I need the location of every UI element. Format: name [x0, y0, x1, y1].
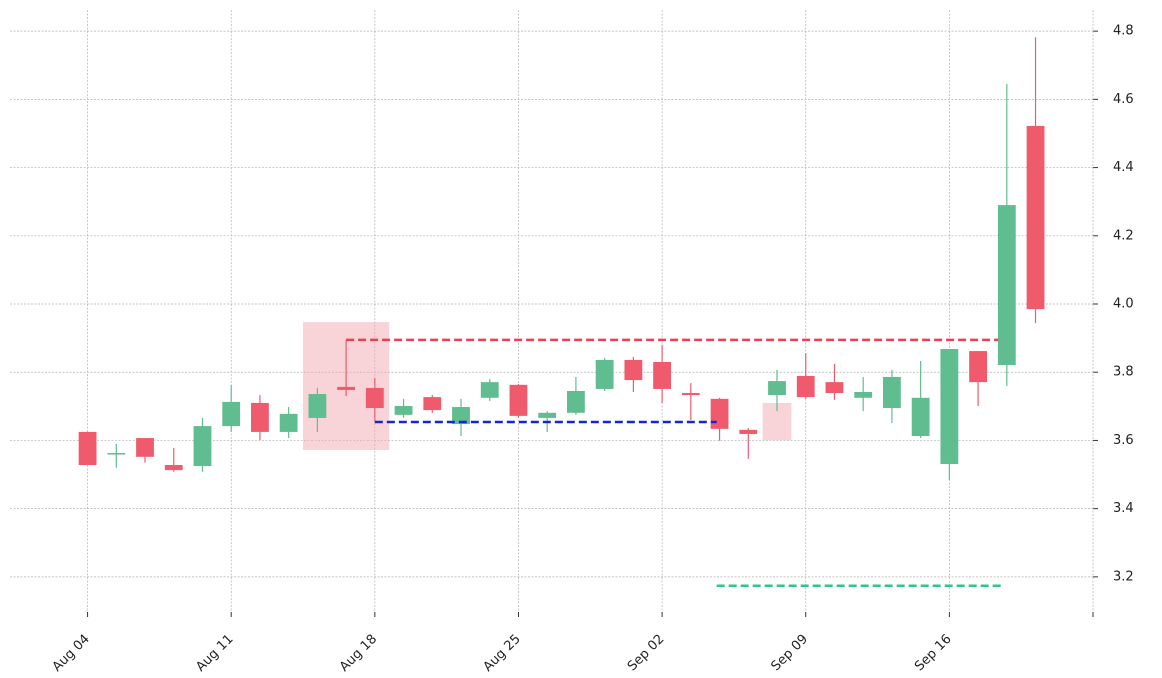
candle	[1026, 37, 1045, 324]
candle-body	[78, 431, 97, 465]
candle	[595, 357, 614, 391]
candle-body	[480, 382, 499, 398]
candle	[222, 384, 241, 432]
candle	[365, 378, 384, 422]
candle	[308, 387, 327, 432]
candle	[394, 398, 413, 418]
candle	[480, 379, 499, 401]
candle	[251, 395, 269, 441]
candle-body	[279, 413, 298, 432]
candle-body	[107, 453, 126, 455]
candle-body	[854, 392, 873, 398]
y-tick-label: 4.6	[1113, 92, 1134, 107]
candle-body	[222, 401, 241, 427]
candle-body	[624, 359, 643, 381]
candle	[997, 84, 1016, 386]
candle	[854, 376, 873, 412]
candle-body	[796, 375, 815, 398]
candle	[452, 398, 470, 437]
candle-body	[883, 376, 901, 409]
y-tick-label: 4.8	[1113, 24, 1134, 39]
candle-body	[595, 359, 614, 389]
candle-body	[825, 382, 844, 394]
x-tick-label: Aug 25	[481, 632, 524, 675]
candle-body	[969, 351, 987, 383]
candle-body	[768, 381, 786, 396]
candle-body	[567, 390, 585, 413]
candle	[653, 344, 672, 403]
y-tick-label: 3.4	[1113, 501, 1134, 516]
candle-body	[394, 405, 413, 415]
candle-body	[452, 407, 470, 425]
candle	[136, 438, 154, 463]
y-tick-label: 4.0	[1113, 297, 1134, 312]
candle	[911, 360, 930, 439]
candle-body	[509, 384, 528, 416]
x-tick-label: Aug 11	[193, 632, 236, 675]
candle-body	[365, 387, 384, 409]
candle-body	[710, 398, 729, 429]
candle-body	[164, 464, 183, 471]
candle-body	[1026, 125, 1045, 310]
candle	[825, 364, 844, 400]
x-tick-label: Sep 16	[912, 632, 955, 675]
y-tick-label: 3.2	[1113, 569, 1134, 584]
candle-body	[940, 349, 959, 464]
y-tick-label: 4.4	[1113, 160, 1134, 175]
x-tick-label: Sep 09	[768, 632, 811, 675]
candle	[279, 407, 298, 439]
candle-body	[653, 361, 672, 389]
candle	[567, 376, 585, 415]
candle	[883, 369, 901, 424]
candle	[710, 397, 729, 441]
candle	[624, 356, 643, 393]
candle	[940, 349, 959, 481]
candle	[509, 383, 528, 418]
x-tick-label: Aug 04	[50, 632, 93, 675]
candle	[768, 369, 786, 412]
y-tick-label: 3.6	[1113, 433, 1134, 448]
candle	[107, 443, 126, 468]
candle	[78, 431, 97, 465]
candle	[969, 351, 987, 406]
candle	[796, 353, 815, 399]
candle-body	[681, 393, 700, 396]
candle	[423, 395, 442, 413]
candle-body	[538, 412, 557, 418]
candle-body	[997, 205, 1016, 366]
candle-body	[739, 429, 758, 434]
candle	[681, 383, 700, 420]
candle-body	[193, 426, 212, 467]
y-tick-label: 3.8	[1113, 365, 1134, 380]
y-tick-label: 4.2	[1113, 228, 1134, 243]
candle	[164, 447, 183, 472]
candle-body	[337, 386, 356, 390]
candle-body	[308, 394, 327, 418]
x-tick-label: Sep 02	[625, 632, 668, 675]
candle	[193, 417, 212, 472]
candle-body	[423, 397, 442, 411]
x-tick-label: Aug 18	[337, 632, 380, 675]
candle-body	[911, 397, 930, 437]
candle	[337, 339, 356, 397]
candle-body	[136, 438, 154, 457]
candle	[739, 428, 758, 459]
candle-body	[251, 402, 269, 432]
